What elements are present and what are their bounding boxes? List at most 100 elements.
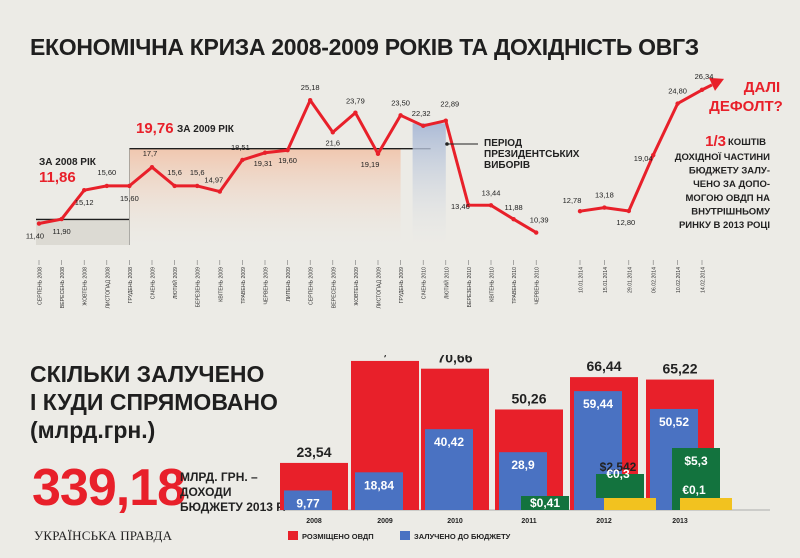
point-value-label: 23,50 (391, 98, 410, 107)
logo-ukrainska-pravda: УКРАЇНСЬКА ПРАВДА (34, 528, 173, 543)
section2-title-line-1: СКІЛЬКИ ЗАЛУЧЕНО (30, 361, 265, 387)
budget-note-line: РИНКУ В 2013 РОЦІ (679, 220, 770, 231)
point-value-label: 25,18 (301, 83, 320, 92)
x-tick-label: КВІТЕНЬ 2009 (218, 267, 224, 302)
point-value-label: 15,60 (97, 168, 116, 177)
line-point (626, 208, 631, 214)
legend-swatch-placed (288, 531, 298, 540)
bar-usd-label: $0,41 (530, 496, 560, 510)
bar-placed-label: 70,66 (437, 355, 472, 366)
bar-budget-label: 59,44 (583, 397, 613, 411)
line-point (104, 183, 110, 189)
point-value-label: 12,80 (616, 218, 635, 227)
x-tick-label: СЕРПЕНЬ 2009 (309, 267, 315, 305)
budget-note-line: БЮДЖЕТУ ЗАЛУ- (689, 166, 770, 177)
x-tick-label: СІЧЕНЬ 2009 (151, 267, 157, 299)
total-desc-line-3: БЮДЖЕТУ 2013 Р. (180, 500, 286, 514)
line-point (699, 87, 705, 93)
x-tick-label: 10.01.2014 (579, 267, 585, 293)
annotation-2009-value: 19,76 (136, 120, 174, 137)
annotation-2008-value: 11,86 (39, 169, 76, 186)
bar-placed-label: 23,54 (296, 444, 331, 460)
x-tick-label: ЧЕРВЕНЬ 2009 (264, 267, 270, 305)
line-point (421, 123, 426, 129)
budget-note-line: ВНУТРІШНЬОМУ (691, 206, 770, 217)
bar-usd-label: $2,542 (600, 460, 637, 474)
bar-budget-label: 50,52 (659, 415, 689, 429)
bar-eur-label: €0,1 (682, 483, 706, 497)
section2-title-line-2: І КУДИ СПРЯМОВАНО (30, 389, 278, 415)
line-point (577, 208, 583, 214)
bar-category-label: 2010 (447, 518, 463, 525)
bar-category-label: 2008 (306, 518, 322, 525)
bar-category-label: 2011 (521, 518, 536, 525)
point-value-label: 14,97 (204, 176, 223, 185)
presidential-label-line: ВИБОРІВ (484, 160, 530, 171)
x-tick-label: 29.01.2014 (627, 267, 633, 293)
line-point (59, 216, 64, 222)
point-value-label: 19,04 (634, 154, 653, 163)
line-point (149, 164, 155, 170)
line-point (398, 113, 403, 118)
x-tick-label: СІЧЕНЬ 2010 (422, 267, 428, 299)
bar-budget-label: 40,42 (434, 435, 464, 449)
x-tick-label: ТРАВЕНЬ 2010 (512, 267, 518, 304)
legend-swatch-budget (400, 531, 410, 540)
line-point (36, 221, 42, 226)
point-value-label: 24,80 (668, 87, 687, 96)
x-tick-label: 14.02.2014 (701, 267, 707, 293)
point-value-label: 19,60 (278, 156, 297, 165)
line-point (602, 205, 607, 210)
presidential-pointer-dot (445, 142, 449, 146)
line-point (172, 183, 177, 189)
total-budget-description: МЛРД. ГРН. – ДОХОДИ БЮДЖЕТУ 2013 Р. (180, 470, 286, 515)
section2-title-line-3: (млрд.грн.) (30, 417, 156, 443)
bar-budget-label: 18,84 (364, 478, 394, 492)
x-tick-label: 10.02.2014 (676, 267, 682, 293)
bar-usd-2012 (596, 474, 644, 498)
x-tick-label: ЧЕРВЕНЬ 2010 (535, 267, 541, 305)
line-point (127, 183, 132, 189)
budget-note-first-word: КОШТІВ (728, 137, 766, 148)
point-value-label: 15,12 (75, 198, 94, 207)
line-point (353, 110, 358, 115)
x-tick-label: ЛИСТОПАД 2009 (377, 267, 383, 309)
bar-category-label: 2009 (377, 518, 393, 525)
point-value-label: 11,88 (504, 203, 522, 212)
line-point (217, 189, 222, 194)
x-tick-label: ЛЮТИЙ 2009 (171, 267, 179, 299)
line-point (534, 230, 539, 235)
line-point (195, 183, 200, 189)
default-label-line: ДЕФОЛТ? (709, 98, 783, 115)
default-arrow-head (709, 77, 724, 91)
point-value-label: 12,78 (563, 196, 582, 205)
line-point (262, 150, 268, 155)
line-point (466, 202, 471, 208)
bar-budget-2008 (284, 490, 332, 510)
annotation-2009-label: ЗА 2009 РІК (177, 124, 235, 135)
point-value-label: 13,18 (595, 191, 614, 200)
x-tick-label: ВЕРЕСЕНЬ 2009 (331, 267, 337, 308)
line-point (330, 130, 335, 135)
bar-eur-label: €0,3 (606, 467, 630, 481)
page-title: ЕКОНОМІЧНА КРИЗА 2008-2009 РОКІВ ТА ДОХІ… (30, 34, 699, 60)
line-point (511, 217, 516, 222)
point-value-label: 18,51 (231, 143, 250, 152)
annotation-2008-label: ЗА 2008 РІК (39, 157, 97, 168)
point-value-label: 15,6 (190, 168, 205, 177)
line-point (675, 101, 680, 106)
point-value-label: 19,31 (254, 159, 273, 168)
point-value-label: 23,79 (346, 97, 365, 106)
x-tick-label: ЛЮТИЙ 2010 (442, 267, 450, 299)
x-tick-label: ГРУДЕНЬ 2008 (128, 267, 134, 303)
x-tick-label: СЕРПЕНЬ 2008 (38, 267, 44, 305)
bar-budget-2010 (425, 429, 473, 510)
area-presidential-elections (412, 123, 446, 245)
line-point (375, 151, 381, 157)
line-point (285, 147, 290, 153)
x-tick-label: ЛИПЕНЬ 2009 (286, 267, 292, 302)
point-value-label: 19,19 (361, 160, 380, 169)
bar-budget-label: 28,9 (511, 458, 535, 472)
point-value-label: 26,34 (695, 72, 714, 81)
